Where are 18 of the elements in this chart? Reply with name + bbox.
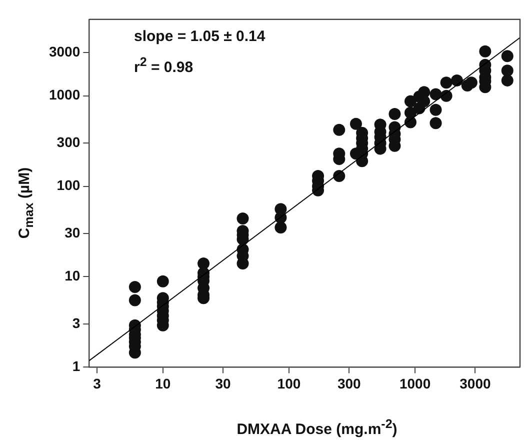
y-tick-label: 30 bbox=[64, 224, 80, 240]
y-tick-label: 1 bbox=[72, 358, 80, 374]
y-tick-label: 300 bbox=[56, 134, 80, 150]
x-tick-label: 10 bbox=[155, 375, 171, 392]
x-tick-label: 3 bbox=[93, 375, 102, 392]
y-tick-label: 10 bbox=[64, 268, 80, 284]
x-tick-label: 300 bbox=[337, 375, 362, 392]
annotation: r$^{2}$ = 0.98 bbox=[134, 55, 194, 76]
y-tick-label: 100 bbox=[56, 177, 80, 194]
y-tick-label: 3 bbox=[72, 314, 80, 331]
x-tick-label: 30 bbox=[215, 375, 232, 392]
x-tick-label: 3000 bbox=[460, 375, 491, 392]
annotation: slope = 1.05 ± 0.14 bbox=[134, 28, 266, 45]
x-axis-title: DMXAA Dose (mg.m$^{-2}$) bbox=[236, 417, 398, 438]
y-tick-label: 1000 bbox=[48, 86, 80, 103]
y-tick-label: 3000 bbox=[48, 44, 80, 60]
x-tick-label: 100 bbox=[277, 375, 301, 392]
x-tick-label: 1000 bbox=[399, 375, 431, 392]
